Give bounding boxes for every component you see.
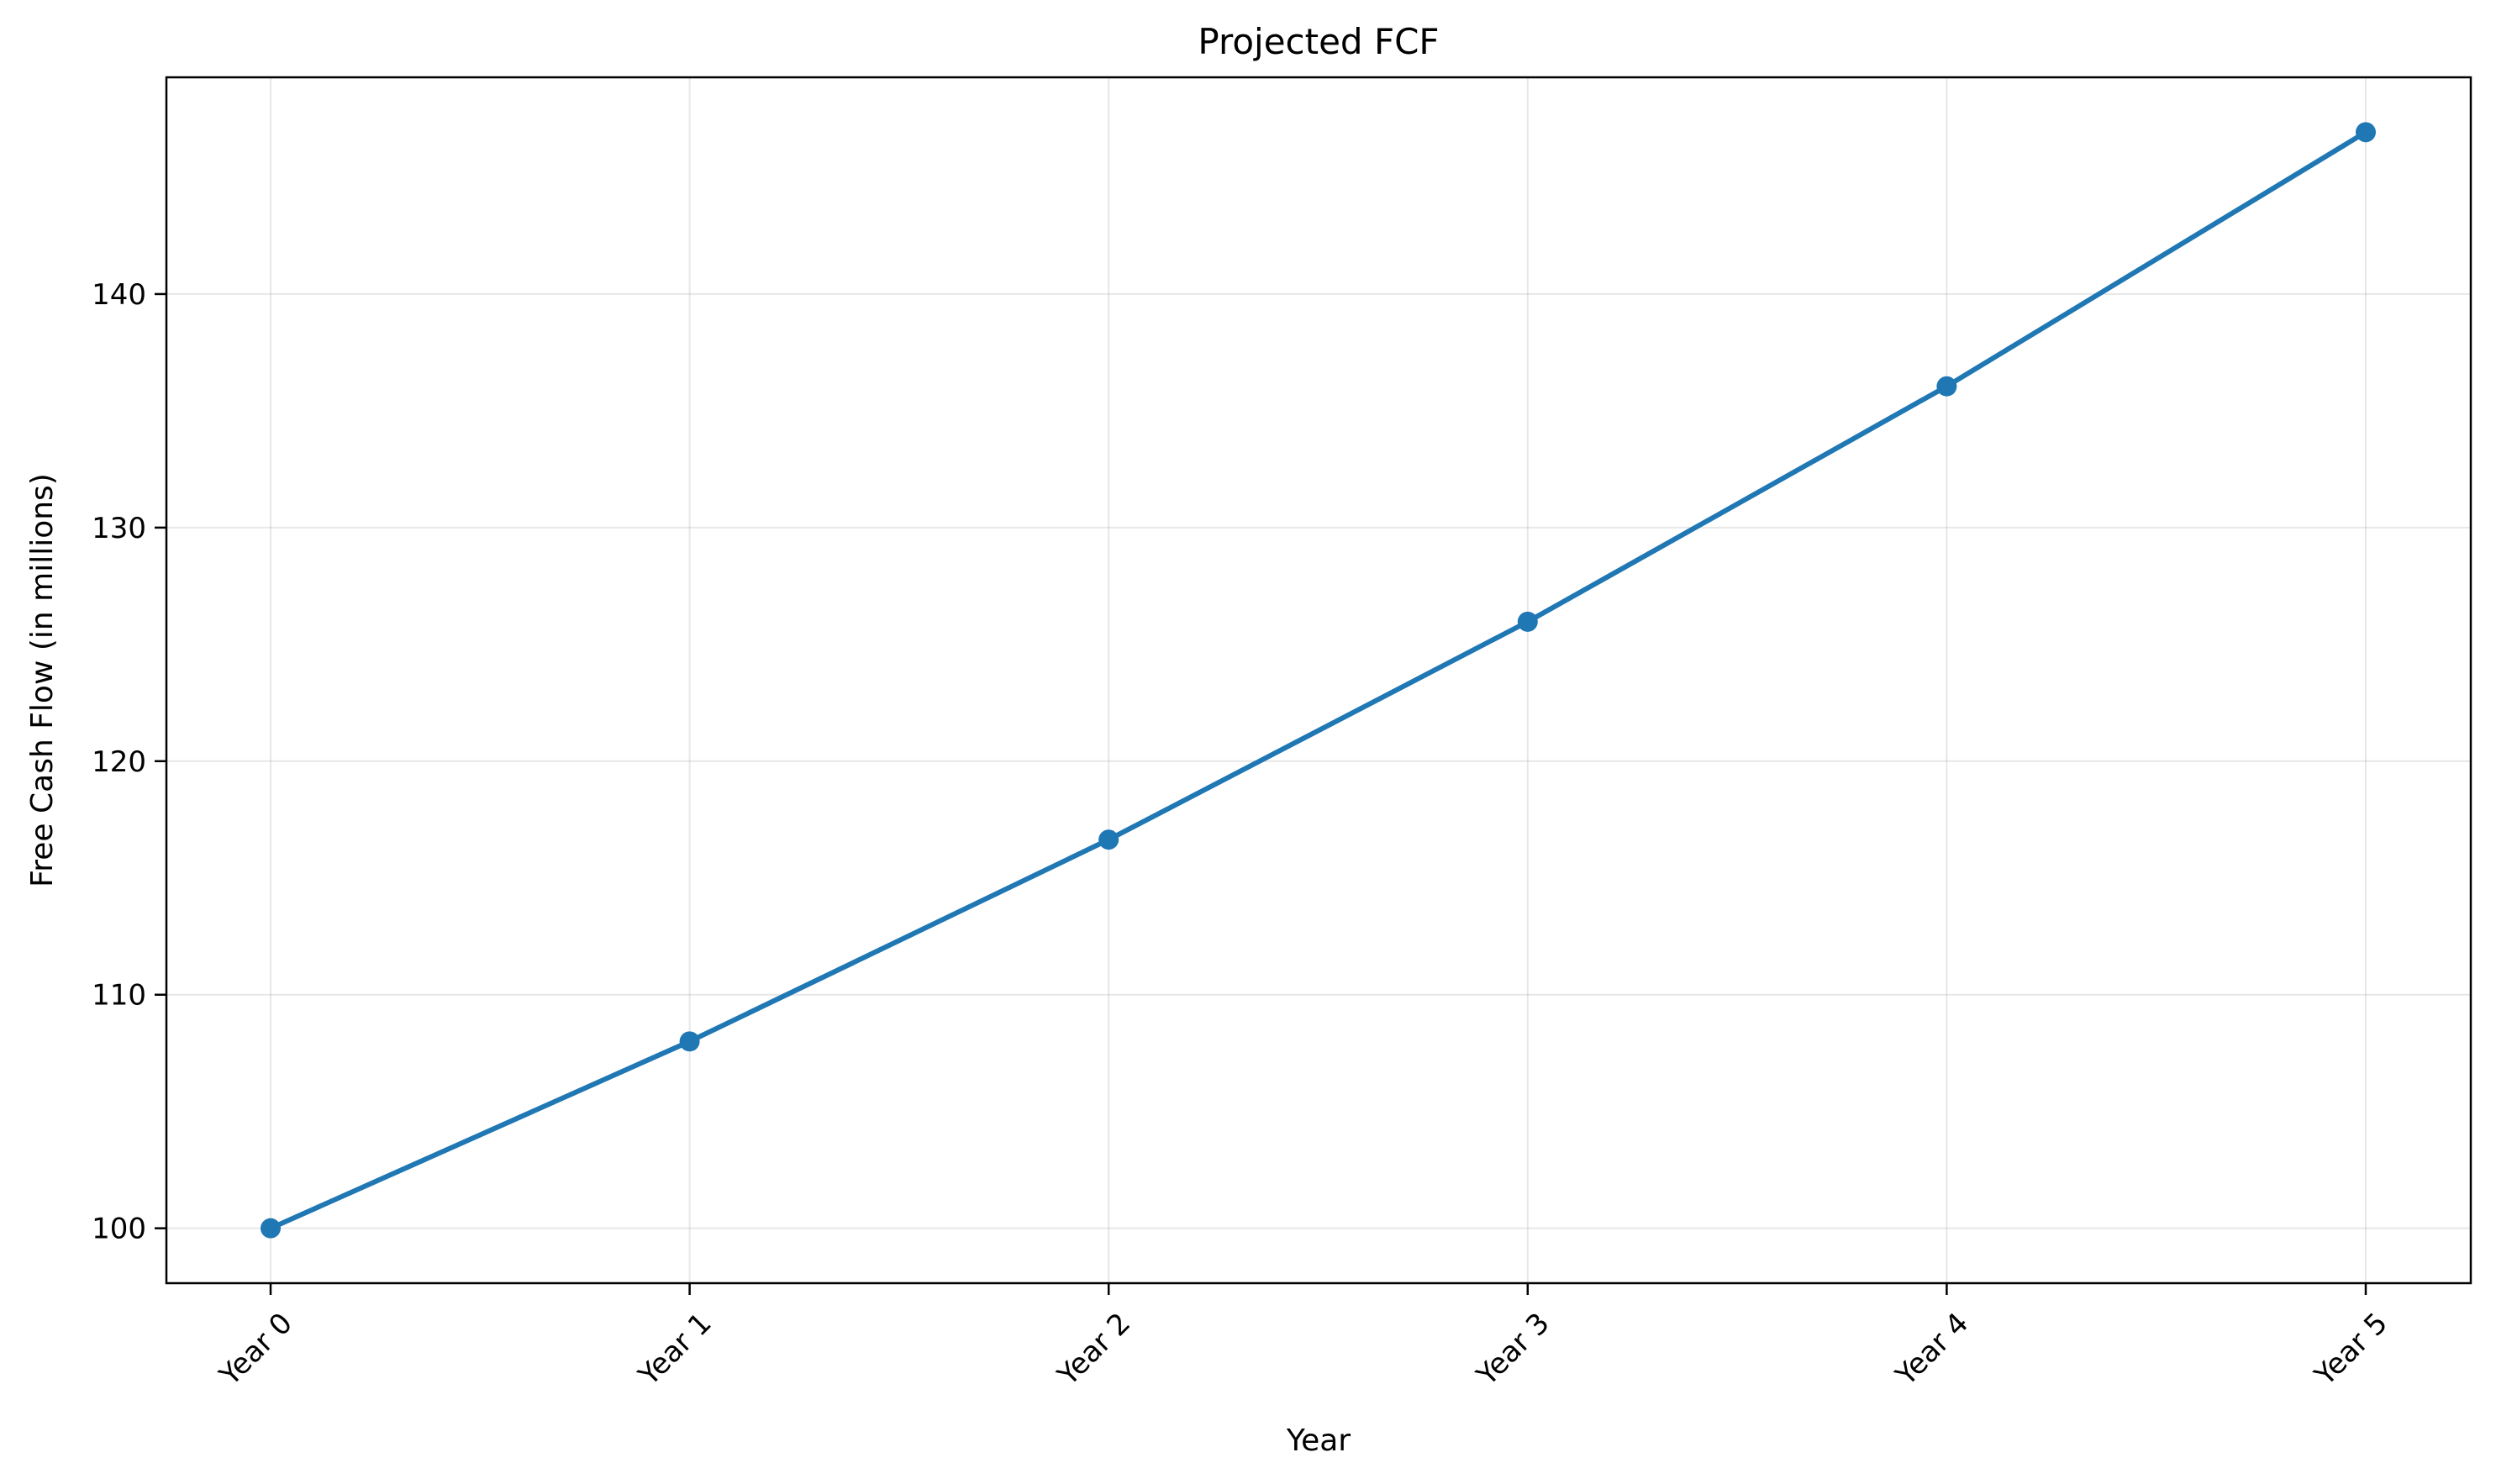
y-axis-label: Free Cash Flow (in millions) [25, 473, 60, 887]
plot-frame [165, 76, 2472, 1285]
y-axis: 100 110 120 130 140 [92, 278, 166, 1246]
data-point [1936, 376, 1957, 397]
data-point [1098, 829, 1119, 850]
data-point [1517, 611, 1538, 632]
series-group [261, 122, 2376, 1239]
y-tick-label: 130 [92, 512, 146, 545]
y-tick-label: 100 [92, 1213, 146, 1246]
data-point [679, 1031, 700, 1052]
series-line [269, 129, 2367, 1231]
data-point [261, 1218, 281, 1239]
chart-title: Projected FCF [1198, 21, 1439, 62]
y-tick-label: 110 [92, 979, 146, 1013]
data-point [2356, 122, 2376, 143]
y-tick-label: 120 [92, 745, 146, 779]
y-tick-label: 140 [92, 278, 146, 312]
x-axis-label: Year [1286, 1423, 1351, 1458]
grid [166, 77, 2471, 1283]
